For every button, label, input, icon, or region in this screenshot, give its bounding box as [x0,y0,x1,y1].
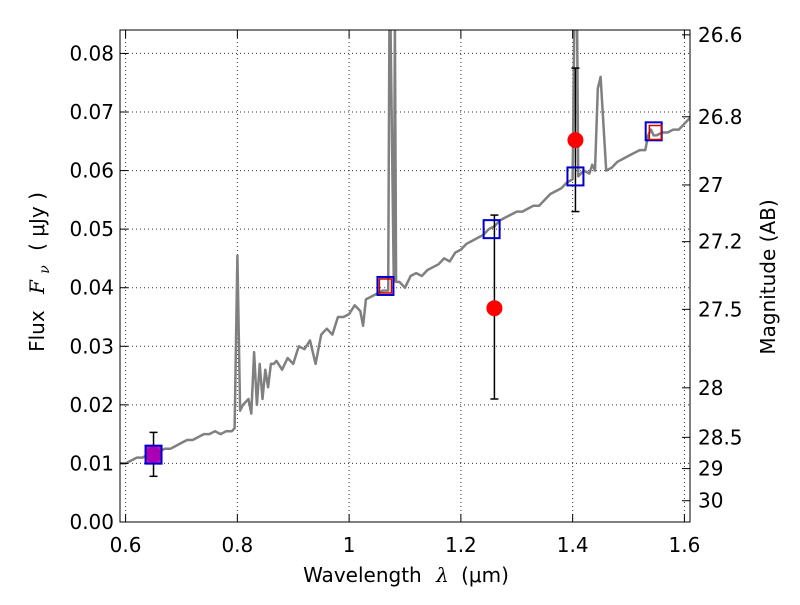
x-axis-label-symbol: λ [435,563,449,587]
mag-tick-label: 26.6 [698,23,743,47]
y-axis-label-text: Flux [25,310,49,352]
model-square [376,275,395,296]
y-tick-label: 0.06 [69,159,114,183]
model-square [144,444,163,465]
x-tick-label: 1.2 [445,533,477,557]
spectrum-line [120,30,690,465]
y-tick-label: 0.04 [69,276,114,300]
grid-lines [120,30,690,522]
model-square-small [378,278,393,294]
x-tick-label: 1 [343,533,356,557]
y-tick-label: 0.05 [69,217,114,241]
model-square [482,219,501,240]
x-tick-label: 1.4 [557,533,589,557]
x-tick-label: 0.8 [221,533,253,557]
y-axis-label: Flux F ν ( μJy ) [25,192,54,352]
y-axis-label-unit: ( μJy ) [25,192,49,251]
observed-point [567,132,584,149]
y-axis-label-subscript: ν [37,265,53,274]
right-axis-label: Magnitude (AB) [756,199,780,354]
axis-ticks: 0.6 0.8 1 1.2 1.4 1.6 0.00 0.01 0.02 0.03 0.04 0.05… [69,23,742,557]
model-square-small [648,124,663,141]
mag-tick-label: 30 [698,489,723,513]
x-axis-label-text: Wavelength [303,563,422,587]
y-axis-label-symbol: F [25,279,49,295]
x-axis-label-unit: (μm) [461,563,509,587]
y-tick-label: 0.03 [69,334,114,358]
mag-tick-label: 28.5 [698,425,743,449]
plot-series [120,30,690,478]
mag-tick-label: 27 [698,173,723,197]
mag-tick-label: 26.8 [698,105,743,129]
x-tick-label: 0.6 [110,533,142,557]
plot-frame [119,29,691,523]
y-tick-label: 0.07 [69,100,114,124]
mag-tick-label: 29 [698,457,723,481]
x-tick-label: 1.6 [669,533,701,557]
y-tick-label: 0.01 [69,451,114,475]
model-square [566,166,585,187]
y-tick-label: 0.02 [69,393,114,417]
mag-tick-label: 27.2 [698,230,743,254]
mag-tick-label: 28 [698,376,723,400]
y-tick-label: 0.00 [69,510,114,534]
x-axis-label: Wavelength λ (μm) [303,563,509,587]
observed-point [486,300,503,317]
y-tick-label: 0.08 [69,41,114,65]
mag-tick-label: 27.5 [698,297,743,321]
